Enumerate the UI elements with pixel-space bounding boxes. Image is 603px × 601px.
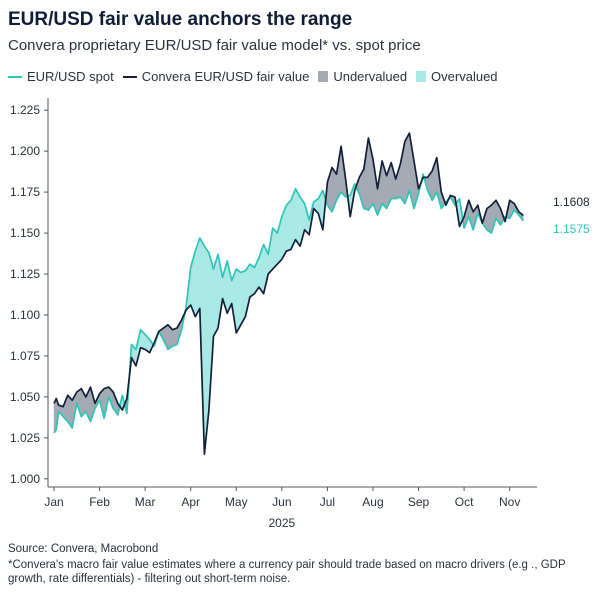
legend-label-overvalued: Overvalued bbox=[431, 69, 498, 84]
x-tick-label: May bbox=[225, 495, 248, 509]
y-tick-label: 1.050 bbox=[10, 390, 40, 404]
x-tick-label: Sep bbox=[408, 495, 430, 509]
legend-item-undervalued: Undervalued bbox=[318, 69, 407, 84]
legend-swatch-undervalued bbox=[318, 71, 329, 82]
fair-value-line bbox=[53, 132, 524, 456]
x-tick-label: Nov bbox=[499, 495, 520, 509]
x-axis-title: 2025 bbox=[268, 516, 295, 530]
chart-subtitle: Convera proprietary EUR/USD fair value m… bbox=[8, 37, 421, 54]
chart-plot: 1.000 1.025 1.050 1.075 1.100 1.125 1.150 1.175… bbox=[10, 98, 590, 530]
footnote: *Convera's macro fair value estimates wh… bbox=[8, 558, 566, 586]
overvalued-area bbox=[236, 268, 242, 334]
legend-item-fair-value: Convera EUR/USD fair value bbox=[122, 69, 310, 84]
x-tick-label: Jul bbox=[320, 495, 335, 509]
legend-label-fair-value: Convera EUR/USD fair value bbox=[141, 69, 310, 84]
chart-title: EUR/USD fair value anchors the range bbox=[8, 9, 353, 30]
y-tick-label: 1.225 bbox=[10, 103, 40, 117]
undervalued-area bbox=[172, 327, 178, 347]
y-tick-label: 1.100 bbox=[10, 308, 40, 322]
y-tick-label: 1.125 bbox=[10, 267, 40, 281]
y-tick-label: 1.025 bbox=[10, 431, 40, 445]
legend-item-overvalued: Overvalued bbox=[416, 69, 498, 84]
overvalued-area bbox=[249, 263, 255, 298]
fair-value-end-label: 1.1608 bbox=[553, 195, 590, 209]
legend-swatch-overvalued bbox=[416, 71, 427, 82]
legend-label-spot: EUR/USD spot bbox=[27, 69, 114, 84]
chart-legend: EUR/USD spot Convera EUR/USD fair value … bbox=[8, 69, 507, 84]
spot-end-label: 1.1575 bbox=[553, 222, 590, 236]
y-tick-label: 1.075 bbox=[10, 349, 40, 363]
legend-swatch-spot bbox=[8, 75, 22, 78]
x-tick-label: Oct bbox=[455, 495, 474, 509]
x-tick-label: Apr bbox=[181, 495, 200, 509]
x-tick-label: Jan bbox=[44, 495, 63, 509]
source-note: Source: Convera, Macrobond bbox=[8, 543, 159, 555]
overvalued-area bbox=[286, 199, 292, 252]
y-tick-label: 1.175 bbox=[10, 185, 40, 199]
legend-swatch-fair-value bbox=[122, 75, 137, 78]
legend-label-undervalued: Undervalued bbox=[333, 69, 408, 84]
y-tick-label: 1.200 bbox=[10, 144, 40, 158]
legend-item-spot: EUR/USD spot bbox=[8, 69, 114, 84]
x-tick-label: Jun bbox=[272, 495, 291, 509]
x-tick-label: Mar bbox=[135, 495, 156, 509]
x-tick-label: Feb bbox=[89, 495, 110, 509]
overvalued-area bbox=[272, 227, 278, 270]
chart-footer: Source: Convera, Macrobond *Convera's ma… bbox=[8, 542, 598, 588]
y-tick-label: 1.150 bbox=[10, 226, 40, 240]
x-tick-label: Aug bbox=[362, 495, 383, 509]
undervalued-area bbox=[486, 204, 492, 234]
y-tick-label: 1.000 bbox=[10, 472, 40, 486]
